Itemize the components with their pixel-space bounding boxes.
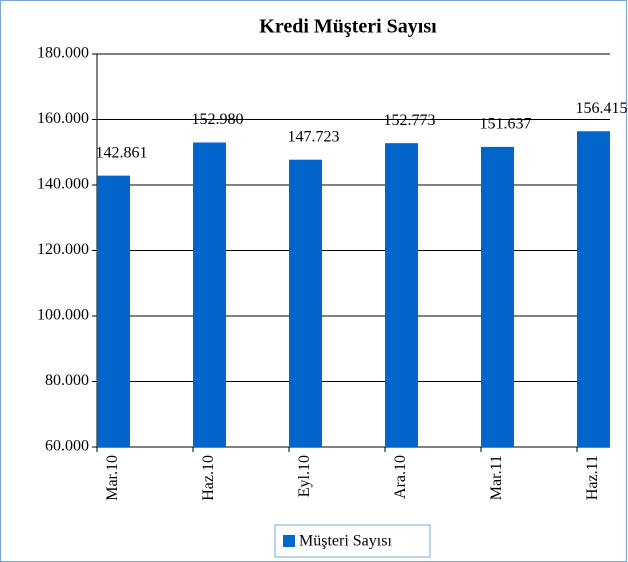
- data-label: 156.415: [576, 100, 628, 117]
- legend-box: [274, 524, 431, 558]
- bar: [481, 146, 514, 447]
- bar: [577, 131, 610, 447]
- chart-title: Kredi Müşteri Sayısı: [259, 16, 437, 38]
- y-tick-label: 180.000: [37, 45, 89, 62]
- x-tick-label: Mar.10: [104, 455, 121, 501]
- legend-label: Müşteri Sayısı: [299, 533, 392, 550]
- bar: [97, 175, 130, 447]
- bar: [385, 143, 418, 447]
- x-tick-label: Haz.11: [584, 455, 601, 500]
- y-tick-label: 140.000: [37, 176, 89, 193]
- y-tick-label: 80.000: [45, 372, 89, 389]
- x-tick-label: Eyl.10: [296, 455, 313, 497]
- y-tick-label: 60.000: [45, 438, 89, 455]
- x-tick-label: Ara.10: [392, 455, 409, 499]
- data-label: 152.980: [192, 111, 244, 128]
- data-label: 142.861: [96, 144, 148, 161]
- y-tick-label: 100.000: [37, 307, 89, 324]
- legend-swatch: [283, 535, 295, 547]
- x-tick-label: Mar.11: [488, 455, 505, 500]
- data-label: 147.723: [288, 128, 340, 145]
- data-label: 151.637: [480, 116, 532, 133]
- bar: [193, 142, 226, 448]
- x-tick-label: Haz.10: [200, 455, 217, 501]
- bar: [289, 159, 322, 448]
- y-tick-label: 120.000: [37, 241, 89, 258]
- y-tick-label: 160.000: [37, 110, 89, 127]
- data-label: 152.773: [384, 112, 436, 129]
